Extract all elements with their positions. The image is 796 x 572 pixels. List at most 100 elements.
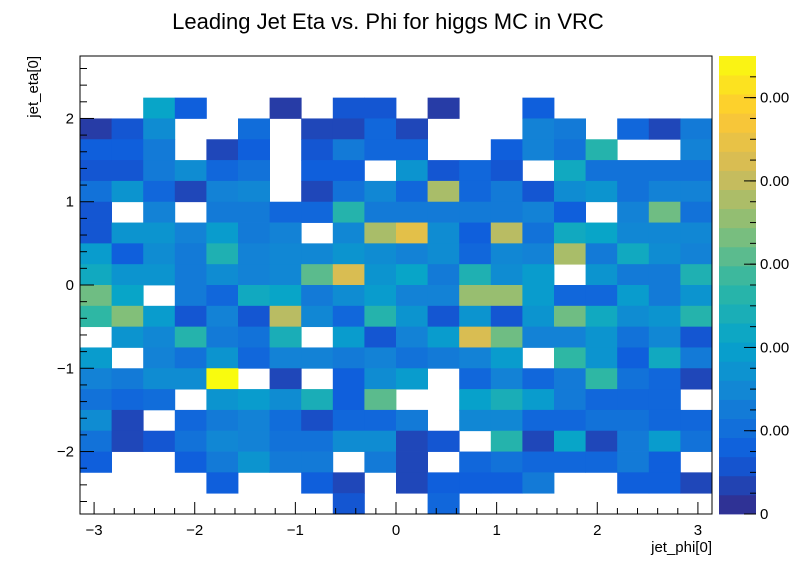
heatmap-cell — [269, 97, 302, 119]
heatmap-cell — [206, 368, 239, 390]
heatmap-cell — [206, 305, 239, 328]
heatmap-cell — [459, 451, 492, 473]
heatmap-cell — [364, 347, 397, 369]
heatmap-cell — [617, 264, 650, 286]
heatmap-cell — [332, 285, 365, 307]
heatmap-cell — [238, 243, 270, 265]
y-tick-label: −1 — [57, 360, 74, 377]
heatmap-cell — [459, 243, 492, 265]
heatmap-cell — [174, 180, 207, 203]
heatmap-cell — [332, 264, 365, 286]
heatmap-cell — [396, 305, 428, 328]
heatmap-cell — [111, 118, 144, 140]
heatmap-cell — [617, 118, 650, 140]
heatmap-cell — [174, 326, 207, 348]
heatmap-cell — [554, 368, 586, 390]
colorbar-tick-label: 0.00 — [760, 90, 789, 107]
heatmap-cell — [427, 160, 460, 182]
heatmap-cell — [459, 180, 492, 203]
heatmap-cell — [80, 368, 112, 390]
heatmap-cell — [143, 139, 176, 161]
colorbar-band — [719, 342, 756, 362]
x-tick-label: 1 — [492, 522, 500, 539]
heatmap-cell — [143, 201, 176, 223]
colorbar-band — [719, 304, 756, 324]
heatmap-cell — [332, 472, 365, 494]
heatmap-cell — [174, 160, 207, 182]
heatmap-cell — [396, 472, 428, 494]
y-tick-label: 1 — [66, 194, 74, 211]
heatmap-cell — [396, 180, 428, 203]
heatmap-cell — [206, 201, 239, 223]
heatmap-cell — [585, 368, 618, 390]
heatmap-cell — [364, 222, 397, 244]
heatmap-cell — [396, 160, 428, 182]
heatmap-cell — [680, 222, 713, 244]
heatmap-cell — [301, 451, 334, 473]
x-tick-label: −2 — [186, 522, 203, 539]
heatmap-cell — [680, 285, 713, 307]
heatmap-cell — [332, 243, 365, 265]
heatmap-cell — [238, 430, 270, 452]
heatmap-cell — [396, 347, 428, 369]
heatmap-cell — [617, 160, 650, 182]
heatmap-cell — [174, 305, 207, 328]
heatmap-cell — [617, 430, 650, 452]
heatmap-cell — [396, 430, 428, 452]
colorbar-band — [719, 227, 756, 248]
colorbar-band — [719, 494, 756, 515]
heatmap-cell — [301, 139, 334, 161]
heatmap-cell — [206, 389, 239, 411]
heatmap-cell — [111, 305, 144, 328]
heatmap-cell — [396, 451, 428, 473]
heatmap-cell — [648, 451, 681, 473]
heatmap-cell — [80, 201, 112, 223]
heatmap-cell — [427, 243, 460, 265]
heatmap-cell — [80, 451, 112, 473]
heatmap-cell — [585, 409, 618, 432]
heatmap-cell — [585, 389, 618, 411]
heatmap-cell — [111, 409, 144, 432]
heatmap-cell — [617, 305, 650, 328]
heatmap-cell — [269, 264, 302, 286]
heatmap-cell — [617, 201, 650, 223]
heatmap-cell — [206, 472, 239, 494]
heatmap-cell — [332, 222, 365, 244]
heatmap-cell — [174, 451, 207, 473]
heatmap-cell — [490, 368, 523, 390]
colorbar-band — [719, 323, 756, 343]
x-tick-label: −1 — [287, 522, 304, 539]
heatmap-cell — [301, 409, 334, 432]
heatmap-cell — [522, 472, 555, 494]
heatmap-cell — [427, 472, 460, 494]
heatmap-cell — [364, 389, 397, 411]
heatmap-cell — [396, 139, 428, 161]
heatmap-cell — [301, 201, 334, 223]
heatmap-cell — [680, 347, 713, 369]
heatmap-cell — [80, 139, 112, 161]
heatmap-cell — [269, 430, 302, 452]
heatmap-cell — [459, 160, 492, 182]
heatmap-cell — [554, 347, 586, 369]
heatmap-cell — [554, 389, 586, 411]
heatmap-cell — [364, 285, 397, 307]
colorbar-tick-label: 0.00 — [760, 173, 789, 190]
heatmap-cell — [332, 493, 365, 515]
heatmap-cell — [522, 118, 555, 140]
heatmap-cell — [585, 243, 618, 265]
heatmap-cell — [490, 180, 523, 203]
heatmap-cell — [174, 430, 207, 452]
heatmap-cell — [459, 305, 492, 328]
heatmap-cell — [585, 451, 618, 473]
heatmap-cell — [680, 118, 713, 140]
heatmap-cell — [80, 347, 112, 369]
heatmap-cell — [332, 389, 365, 411]
colorbar-band — [719, 285, 756, 305]
heatmap-cell — [174, 243, 207, 265]
colorbar-band — [719, 437, 756, 458]
heatmap-cell — [80, 160, 112, 182]
y-tick-label: 0 — [66, 277, 74, 294]
heatmap-cell — [143, 264, 176, 286]
colorbar-tick-label: 0.00 — [760, 339, 789, 356]
heatmap-cell — [206, 139, 239, 161]
